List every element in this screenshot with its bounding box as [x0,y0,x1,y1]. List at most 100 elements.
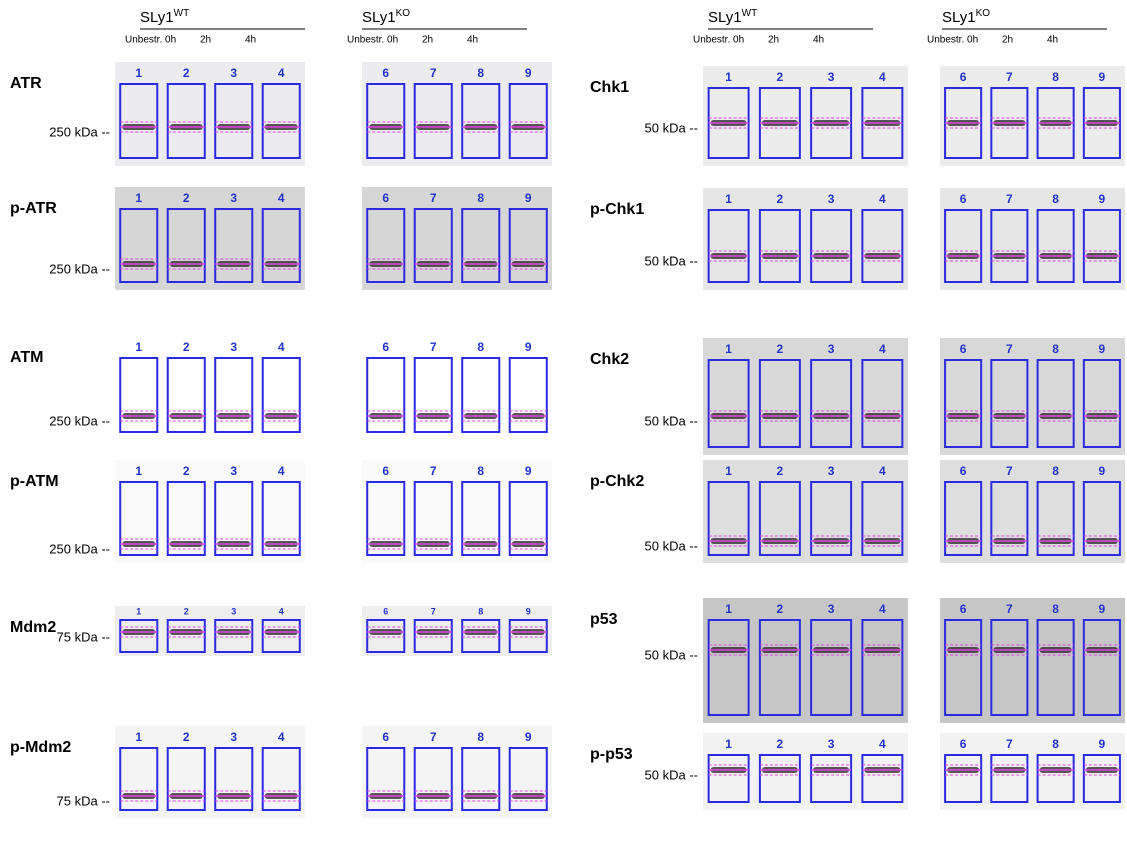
lane-number: 3 [230,340,237,354]
group-genotype: KO [976,8,991,19]
protein-label: p-ATM [10,473,59,490]
lane-number: 6 [960,70,967,84]
lane-number: 9 [525,464,532,478]
lane-number: 6 [382,191,389,205]
lane-number: 1 [725,602,732,616]
size-marker: 75 kDa -- [57,793,110,808]
lane-number: 9 [1099,737,1106,751]
lane-label: 4h [813,35,824,46]
lane-number: 2 [777,737,784,751]
blot-image [115,460,305,563]
size-marker: 75 kDa -- [57,629,110,644]
group-genotype: WT [742,8,758,19]
lane-number: 1 [135,730,142,744]
protein-label: p-Chk1 [590,201,644,218]
lane-number: 3 [828,70,835,84]
lane-number: 4 [278,340,285,354]
lane-number: 3 [230,66,237,80]
lane-number: 3 [828,737,835,751]
group-header: SLy1KO [942,8,990,26]
lane-number: 7 [1006,70,1013,84]
protein-label: Mdm2 [10,619,56,636]
blot-image [940,188,1125,290]
blot-image [703,598,908,723]
lane-number: 1 [725,70,732,84]
lane-label: 2h [768,35,779,46]
lane-number: 9 [525,340,532,354]
lane-number: 3 [828,602,835,616]
lane-number: 8 [477,340,484,354]
protein-label: p-ATR [10,200,57,217]
lane-number: 1 [725,342,732,356]
lane-number: 7 [1006,737,1013,751]
lane-number: 1 [135,340,142,354]
protein-label: p53 [590,611,618,628]
size-marker: 250 kDa -- [49,413,110,428]
lane-number: 4 [879,342,886,356]
protein-label: ATR [10,75,42,92]
lane-number: 3 [231,606,236,616]
lane-label: Unbestr. 0h [927,35,978,46]
lane-number: 8 [478,606,483,616]
lane-number: 8 [1052,602,1059,616]
lane-label: Unbestr. 0h [125,35,176,46]
blot-image [940,460,1125,563]
size-marker: 50 kDa -- [645,120,698,135]
lane-number: 9 [1099,342,1106,356]
lane-label: 2h [1002,35,1013,46]
lane-number: 6 [382,730,389,744]
lane-number: 1 [725,464,732,478]
lane-number: 2 [777,70,784,84]
lane-number: 7 [1006,342,1013,356]
blot-image [703,460,908,563]
blot-image [940,66,1125,166]
blot-image [362,460,552,563]
protein-label: p-Mdm2 [10,739,71,756]
lane-number: 6 [382,66,389,80]
lane-label: 4h [245,35,256,46]
lane-number: 7 [430,66,437,80]
lane-number: 6 [960,342,967,356]
lane-number: 7 [430,730,437,744]
lane-number: 9 [1099,464,1106,478]
protein-label: p-p53 [590,746,633,763]
lane-number: 2 [777,192,784,206]
lane-number: 8 [1052,192,1059,206]
blot-image [115,62,305,166]
blot-image [115,187,305,290]
lane-number: 4 [278,730,285,744]
lane-number: 1 [135,191,142,205]
lane-number: 1 [136,606,141,616]
group-name: SLy1 [362,9,396,26]
lane-number: 7 [430,464,437,478]
lane-label: 4h [467,35,478,46]
lane-number: 2 [184,606,189,616]
lane-number: 7 [430,191,437,205]
group-genotype: WT [174,8,190,19]
lane-number: 9 [525,191,532,205]
lane-number: 2 [183,66,190,80]
blot-image [703,338,908,455]
lane-number: 6 [960,737,967,751]
lane-number: 2 [183,191,190,205]
blot-image [940,598,1125,723]
lane-number: 3 [828,464,835,478]
lane-number: 4 [278,191,285,205]
lane-number: 1 [135,464,142,478]
size-marker: 50 kDa -- [645,538,698,553]
lane-number: 9 [1099,192,1106,206]
group-header: SLy1WT [140,8,189,26]
lane-number: 4 [879,737,886,751]
lane-number: 8 [477,66,484,80]
lane-number: 9 [1099,602,1106,616]
lane-number: 8 [1052,70,1059,84]
lane-number: 2 [777,464,784,478]
group-genotype: KO [396,8,411,19]
lane-label: 4h [1047,35,1058,46]
protein-label: p-Chk2 [590,473,644,490]
lane-number: 2 [183,464,190,478]
size-marker: 50 kDa -- [645,767,698,782]
lane-number: 1 [725,192,732,206]
protein-label: ATM [10,349,43,366]
lane-number: 3 [230,730,237,744]
